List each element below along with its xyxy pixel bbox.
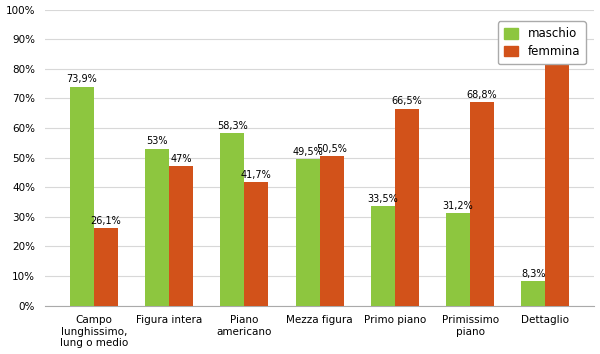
Text: 41,7%: 41,7% — [241, 170, 272, 180]
Text: 49,5%: 49,5% — [292, 147, 323, 157]
Bar — [94, 228, 118, 306]
Text: 53%: 53% — [146, 136, 168, 146]
Bar — [320, 156, 344, 306]
Text: 47%: 47% — [170, 154, 192, 164]
Bar — [296, 159, 320, 306]
Bar — [244, 182, 268, 306]
Bar — [70, 87, 94, 306]
Text: 68,8%: 68,8% — [467, 90, 497, 99]
Text: 73,9%: 73,9% — [67, 74, 97, 85]
Bar — [470, 102, 494, 306]
Bar — [371, 206, 395, 306]
Bar — [545, 34, 569, 306]
Bar — [521, 281, 545, 306]
Text: 66,5%: 66,5% — [392, 96, 422, 106]
Text: 58,3%: 58,3% — [217, 121, 248, 131]
Bar — [220, 133, 244, 306]
Bar — [446, 213, 470, 306]
Text: 50,5%: 50,5% — [316, 144, 347, 154]
Text: 8,3%: 8,3% — [521, 269, 545, 279]
Bar — [145, 149, 169, 306]
Text: 33,5%: 33,5% — [367, 194, 398, 204]
Bar — [395, 109, 419, 306]
Text: 31,2%: 31,2% — [443, 201, 473, 211]
Legend: maschio, femmina: maschio, femmina — [498, 21, 586, 64]
Text: 91,7%: 91,7% — [542, 22, 573, 32]
Text: 26,1%: 26,1% — [91, 216, 121, 226]
Bar — [169, 166, 193, 306]
